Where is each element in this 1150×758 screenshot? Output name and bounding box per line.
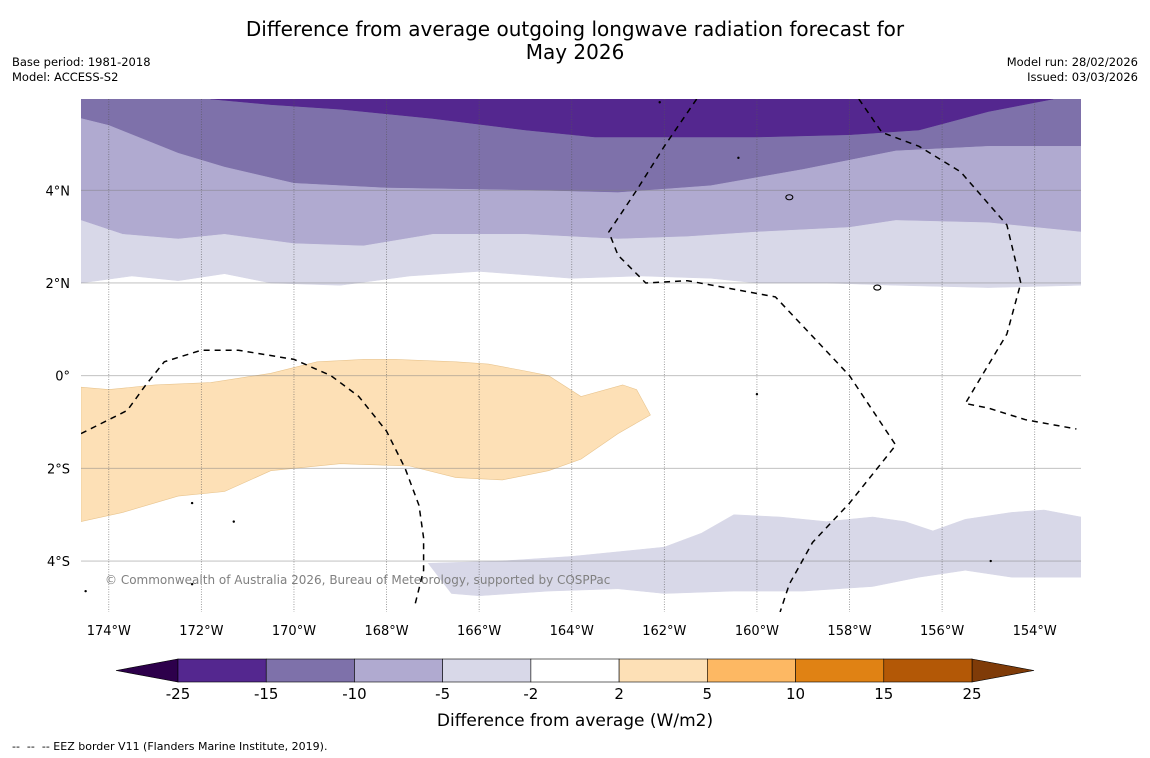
colorbar-tick-label: -15 [254,685,279,703]
lon-tick-label: 162°W [642,624,686,639]
colorbar-tick-label: -2 [523,685,538,703]
island-atoll [785,194,794,201]
colorbar-segment [177,658,267,683]
island-dot [190,501,194,505]
lon-tick-label: 172°W [179,624,223,639]
lon-tick-label: 168°W [364,624,408,639]
colorbar-under-arrow [115,658,179,683]
title-line-1: Difference from average outgoing longwav… [245,17,905,41]
lon-tick-label: 156°W [920,624,964,639]
metadata-right: Model run: 28/02/2026 Issued: 03/03/2026 [1007,55,1138,85]
model-name: Model: ACCESS-S2 [12,70,119,84]
lon-tick-label: 174°W [87,624,131,639]
eez-borders [81,99,1077,612]
colorbar-segment [795,658,885,683]
colorbar-tick-label: 5 [703,685,713,703]
colorbar: -25 -15 -10 -5 -2 2 5 10 15 25 [115,658,1035,703]
colorbar-segment [883,658,973,683]
colorbar-tick-label: 15 [874,685,893,703]
lat-tick-label: 0° [55,370,70,385]
colorbar-label: Difference from average (W/m2) [437,711,713,731]
island-dot [190,582,194,586]
lon-tick-label: 166°W [457,624,501,639]
region-2-to-5 [81,359,651,522]
islands [84,101,992,593]
model-run: Model run: 28/02/2026 [1006,55,1138,69]
eez-border-line [81,349,425,608]
colorbar-tick-label: -25 [166,685,191,703]
colorbar-tick-label: 2 [614,685,624,703]
colorbar-segment [265,658,355,683]
island-dot [737,156,740,160]
lon-tick-label: 160°W [735,624,779,639]
band-minus5-to-minus2-south [427,509,1081,597]
lon-tick-label: 158°W [827,624,871,639]
lon-tick-label: 170°W [272,624,316,639]
eez-border-line [607,99,897,612]
island-dot [658,101,661,104]
colorbar-tick-label: -10 [342,685,367,703]
copyright-text: © Commonwealth of Australia 2026, Bureau… [105,573,610,587]
island-dot [232,520,235,523]
colorbar-segment [707,658,796,683]
colorbar-tick-label: 25 [962,685,981,703]
colorbar-tick-label: 10 [786,685,805,703]
metadata-left: Base period: 1981-2018 Model: ACCESS-S2 [12,55,151,85]
map-plot-area: © Commonwealth of Australia 2026, Bureau… [81,99,1081,612]
eez-border-line [858,99,1077,430]
island-atoll [873,284,882,291]
lat-tick-label: 4°S [47,555,70,570]
colorbar-over-arrow [971,658,1035,683]
lat-tick-label: 4°N [46,184,71,199]
island-dot [755,392,759,396]
axis-labels: 174°W 172°W 170°W 168°W 166°W 164°W 162°W 160°W… [46,184,1057,639]
colorbar-segment [618,658,708,683]
colorbar-segment [442,658,532,683]
lat-tick-label: 2°N [46,277,71,292]
map-title: Difference from average outgoing longwav… [0,18,1150,64]
island-dot [84,589,87,593]
title-line-2: May 2026 [525,40,625,64]
colorbar-segment [530,658,620,683]
eez-legend-note: -- -- -- EEZ border V11 (Flanders Marine… [12,740,328,753]
island-dot [989,559,992,563]
lon-tick-label: 154°W [1013,624,1057,639]
lat-tick-label: 2°S [47,462,70,477]
base-period: Base period: 1981-2018 [12,55,151,69]
issued-date: Issued: 03/03/2026 [1027,70,1138,84]
lon-tick-label: 164°W [550,624,594,639]
gridlines [81,99,1081,612]
anomaly-regions [81,99,1081,597]
colorbar-tick-label: -5 [435,685,450,703]
colorbar-segment [354,658,443,683]
